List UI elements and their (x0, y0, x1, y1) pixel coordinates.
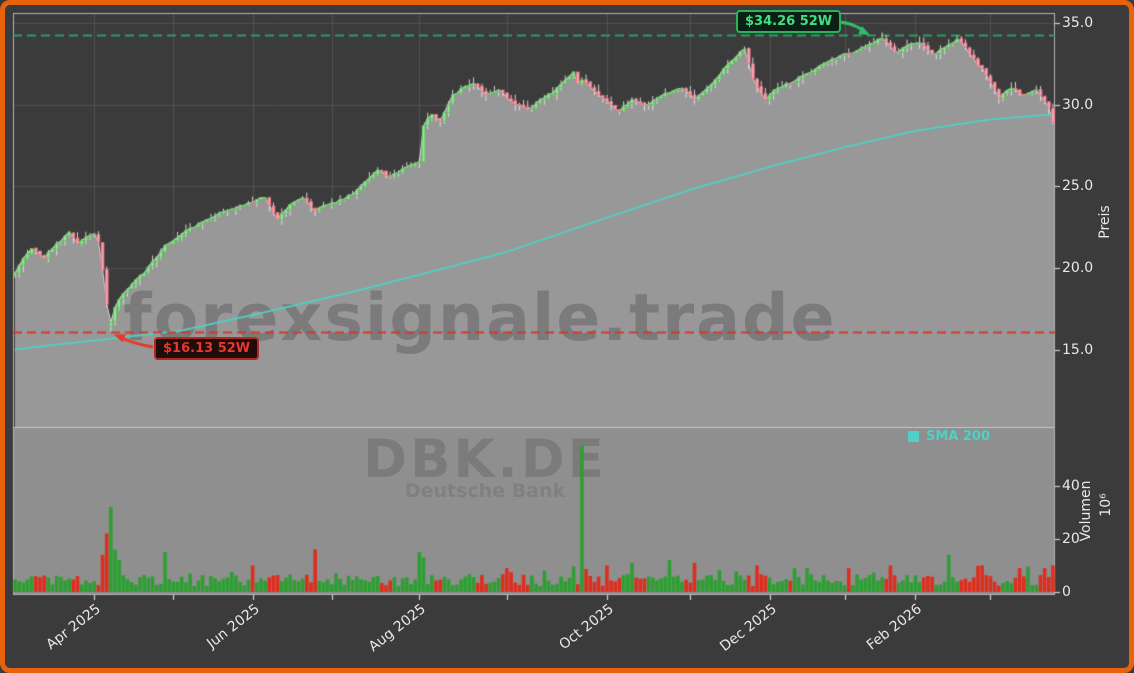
volume-tick-label: 40 (1062, 477, 1080, 494)
sma-legend: SMA 200 (908, 429, 990, 444)
price-tick-label: 20.0 (1062, 260, 1094, 277)
volume-tick-label: 0 (1062, 584, 1071, 600)
sma-legend-swatch (908, 431, 919, 442)
high-52w-label: $34.26 52W (736, 10, 842, 33)
price-tick-label: 15.0 (1062, 342, 1094, 359)
volume-tick-label: 20 (1062, 530, 1080, 547)
price-axis-title: Preis (1097, 205, 1113, 239)
price-tick-label: 30.0 (1062, 96, 1094, 113)
price-tick-label: 35.0 (1062, 14, 1094, 31)
volume-axis-title: Volumen (1078, 480, 1094, 542)
sma-legend-label: SMA 200 (926, 429, 991, 444)
low-52w-label: $16.13 52W (154, 337, 260, 360)
volume-axis-unit: 10⁶ (1098, 493, 1114, 517)
price-tick-label: 25.0 (1062, 178, 1094, 195)
